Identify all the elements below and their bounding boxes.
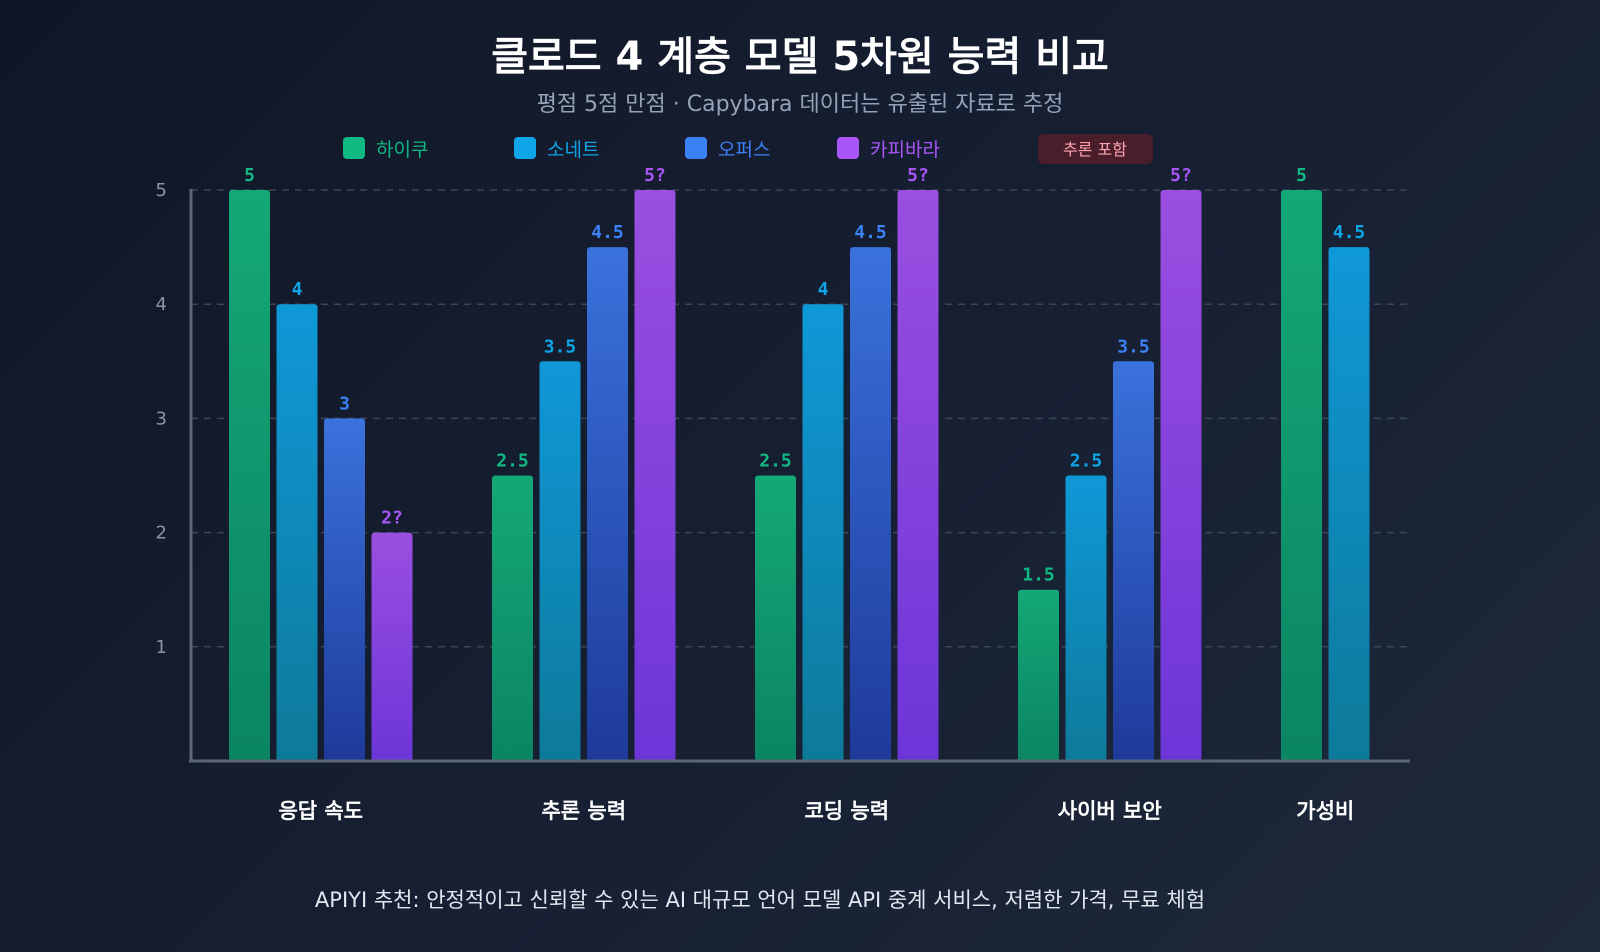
value-label-2-1: 4	[818, 279, 829, 300]
reasoning-badge-label: 추론 포함	[1063, 140, 1127, 159]
y-tick-3: 3	[156, 408, 167, 429]
value-label-0-3: 2?	[381, 508, 403, 529]
y-tick-4: 4	[156, 294, 167, 315]
bar-0-2	[324, 418, 365, 761]
category-label-2: 코딩 능력	[804, 799, 889, 823]
legend-swatch-capybara	[837, 137, 859, 159]
value-label-0-1: 4	[292, 279, 303, 300]
bar-3-3	[1160, 190, 1202, 761]
category-label-3: 사이버 보안	[1058, 799, 1162, 823]
legend-swatch-haiku	[343, 137, 365, 159]
bar-4-0	[1281, 190, 1322, 761]
category-label-0: 응답 속도	[278, 799, 363, 823]
legend: 하이쿠 소네트 오퍼스 카피바라 추론 포함	[343, 134, 1153, 164]
bar-3-1	[1065, 475, 1107, 761]
bar-1-1	[539, 361, 581, 761]
category-label-1: 추론 능력	[541, 799, 626, 823]
bars	[229, 190, 1370, 762]
y-tick-1: 1	[156, 637, 167, 658]
legend-item-haiku: 하이쿠	[343, 137, 428, 161]
bar-3-0	[1018, 589, 1059, 761]
bar-2-2	[850, 247, 891, 762]
value-label-3-2: 3.5	[1117, 336, 1150, 357]
value-label-2-3: 5?	[907, 165, 929, 186]
category-labels: 응답 속도 추론 능력 코딩 능력 사이버 보안 가성비	[278, 799, 1354, 823]
value-label-3-3: 5?	[1170, 165, 1192, 186]
bar-0-3	[371, 532, 413, 761]
bar-4-1	[1328, 247, 1370, 762]
category-label-4: 가성비	[1296, 799, 1354, 823]
value-labels: 5 4 3 2? 2.5 3.5 4.5 5? 2.5 4 4.5 5? 1.5 2.5 3.5 5? 5 4.5	[244, 165, 1365, 586]
legend-item-sonnet: 소네트	[514, 137, 599, 161]
y-tick-5: 5	[156, 180, 167, 201]
chart-title: 클로드 4 계층 모델 5차원 능력 비교	[491, 34, 1109, 80]
legend-label-sonnet: 소네트	[547, 139, 599, 161]
bar-0-1	[276, 304, 318, 761]
value-label-2-0: 2.5	[759, 451, 792, 472]
legend-item-capybara: 카피바라	[837, 137, 940, 161]
value-label-4-0: 5	[1296, 165, 1307, 186]
value-label-1-1: 3.5	[544, 336, 577, 357]
legend-label-capybara: 카피바라	[870, 139, 940, 161]
bar-3-2	[1113, 361, 1154, 761]
reasoning-badge-bg	[1038, 134, 1153, 164]
y-tick-2: 2	[156, 523, 167, 544]
value-label-4-1: 4.5	[1333, 222, 1366, 243]
bar-2-1	[802, 304, 844, 761]
legend-item-opus: 오퍼스	[685, 137, 770, 161]
bar-1-3	[634, 190, 676, 761]
value-label-1-3: 5?	[644, 165, 666, 186]
legend-label-haiku: 하이쿠	[376, 139, 428, 161]
grid	[191, 189, 1410, 648]
value-label-3-0: 1.5	[1022, 565, 1055, 586]
value-label-0-2: 3	[339, 393, 350, 414]
legend-swatch-sonnet	[514, 137, 536, 159]
bar-2-3	[897, 190, 939, 761]
bar-2-0	[755, 475, 796, 761]
reasoning-badge: 추론 포함	[1038, 134, 1153, 164]
value-label-0-0: 5	[244, 165, 255, 186]
value-label-2-2: 4.5	[854, 222, 887, 243]
y-axis-ticks: 1 2 3 4 5	[156, 180, 167, 658]
bar-1-0	[492, 475, 533, 761]
value-label-1-0: 2.5	[496, 451, 529, 472]
value-label-3-1: 2.5	[1070, 451, 1103, 472]
legend-label-opus: 오퍼스	[718, 139, 770, 161]
chart-subtitle: 평점 5점 만점 · Capybara 데이터는 유출된 자료로 추정	[537, 92, 1064, 117]
value-label-1-2: 4.5	[591, 222, 624, 243]
legend-swatch-opus	[685, 137, 707, 159]
bar-1-2	[587, 247, 628, 762]
bar-0-0	[229, 190, 270, 761]
footer-note: APIYI 추천: 안정적이고 신뢰할 수 있는 AI 대규모 언어 모델 AP…	[315, 888, 1205, 912]
